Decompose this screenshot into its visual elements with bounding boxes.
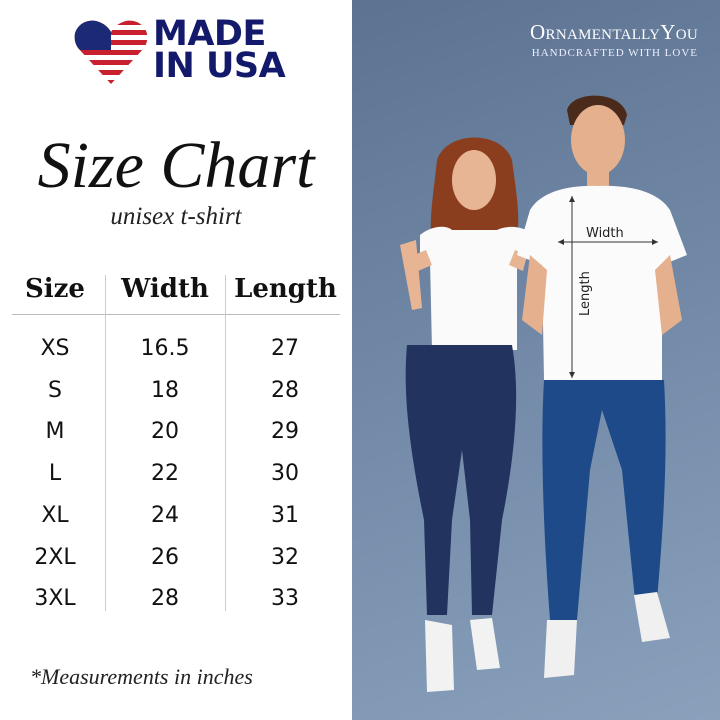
width-cell: 24	[151, 502, 179, 528]
models-illustration	[400, 95, 687, 692]
brand-name: OrnamentallyYou	[530, 20, 698, 44]
length-cell: 32	[271, 544, 299, 570]
width-cell: 16.5	[140, 336, 190, 361]
length-cell: 30	[271, 461, 299, 487]
length-cell: 27	[271, 336, 299, 361]
width-cell: 20	[151, 419, 179, 445]
width-cell: 28	[151, 586, 179, 612]
made-in-usa-logo: MADE IN USA	[153, 14, 286, 86]
size-cell: 2XL	[34, 544, 76, 570]
length-cell: 31	[271, 502, 299, 528]
man-model	[517, 95, 687, 678]
length-cell: 29	[271, 419, 299, 445]
width-cell: 26	[151, 544, 179, 570]
column-divider	[225, 275, 226, 611]
length-cell: 28	[271, 377, 299, 403]
logo-line-1: MADE	[153, 14, 266, 54]
size-cell: M	[45, 419, 65, 445]
brand-tagline: Handcrafted with love	[531, 47, 698, 59]
page-title: Size Chart	[37, 129, 315, 202]
width-cell: 18	[151, 377, 179, 403]
length-label: Length	[578, 271, 593, 316]
us-flag-heart-icon	[74, 20, 148, 84]
page-subtitle: unisex t-shirt	[110, 203, 242, 230]
measurement-note: *Measurements in inches	[30, 664, 253, 689]
width-label: Width	[586, 226, 624, 241]
header-size: Size	[25, 274, 85, 304]
size-cell: 3XL	[34, 586, 76, 612]
logo-line-2: IN USA	[153, 46, 286, 86]
header-length: Length	[234, 274, 337, 304]
size-cell: L	[48, 461, 62, 487]
size-cell: XS	[40, 336, 70, 361]
column-divider	[105, 275, 106, 611]
header-divider	[12, 314, 340, 315]
size-cell: XL	[41, 502, 69, 528]
size-cell: S	[48, 377, 62, 403]
length-cell: 33	[271, 586, 299, 612]
woman-model	[400, 137, 547, 692]
width-cell: 22	[151, 461, 179, 487]
model-photo: OrnamentallyYou Handcrafted with love	[352, 0, 720, 720]
size-chart-panel: MADE IN USA Size Chart unisex t-shirt Siz…	[0, 0, 352, 720]
header-width: Width	[121, 274, 209, 304]
